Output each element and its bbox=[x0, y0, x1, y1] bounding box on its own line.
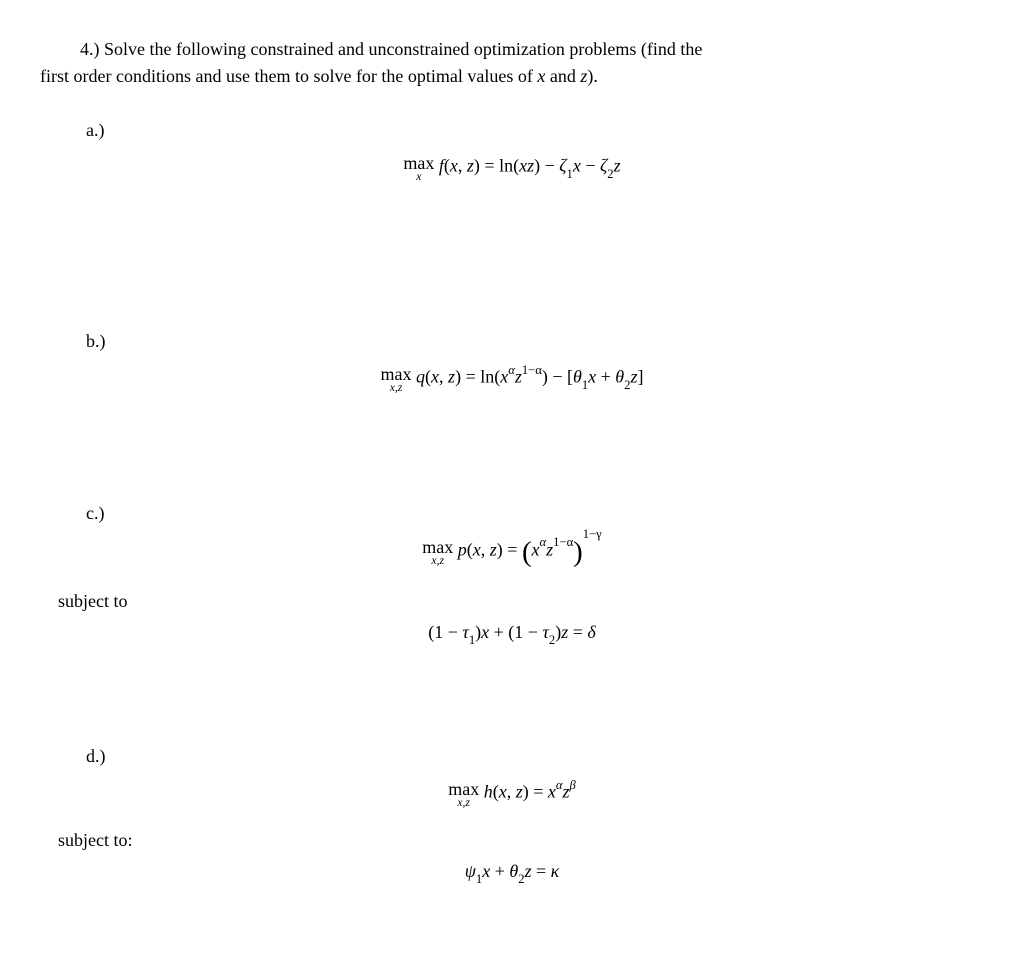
x-d: x bbox=[548, 782, 556, 802]
args-d: (x, z) bbox=[493, 782, 529, 802]
beta-d: β bbox=[570, 778, 576, 792]
part-a-label: a.) bbox=[86, 120, 984, 141]
x2-b: x bbox=[588, 367, 596, 387]
intro-text-1: Solve the following constrained and unco… bbox=[104, 39, 702, 59]
max-under: x bbox=[403, 172, 434, 181]
theta-d: θ bbox=[509, 861, 518, 881]
eq2-d: = bbox=[532, 861, 551, 881]
alpha-b: α bbox=[508, 363, 515, 377]
func-q: q bbox=[416, 367, 425, 387]
sub1-a: 1 bbox=[567, 167, 573, 181]
delta-c: δ bbox=[587, 622, 595, 642]
plus-c: + (1 − bbox=[489, 622, 542, 642]
max-under-d: x,z bbox=[448, 798, 479, 807]
theta1-b: θ bbox=[573, 367, 582, 387]
tau2-c: τ bbox=[542, 622, 548, 642]
x2-c: x bbox=[481, 622, 489, 642]
max-operator-b: max x,z bbox=[381, 364, 412, 392]
minus-a: − bbox=[581, 155, 600, 175]
eq2-c: = bbox=[568, 622, 587, 642]
sub2-d: 2 bbox=[518, 872, 524, 886]
close-b: ) − [ bbox=[542, 367, 573, 387]
eq-a: = ln( bbox=[480, 155, 519, 175]
tau1-c: τ bbox=[462, 622, 468, 642]
args-c: (x, z) bbox=[467, 539, 503, 559]
x-c: x bbox=[532, 539, 540, 559]
subject-to-d: subject to: bbox=[58, 830, 984, 851]
rparen-c: ) bbox=[573, 536, 583, 568]
close2-b: ] bbox=[637, 367, 643, 387]
sub1-b: 1 bbox=[582, 378, 588, 392]
psi-d: ψ bbox=[465, 861, 476, 881]
part-d: d.) max x,z h(x, z) = xαzβ subject to: ψ… bbox=[40, 746, 984, 885]
max-operator-d: max x,z bbox=[448, 779, 479, 807]
inner-a: xz bbox=[519, 155, 534, 175]
part-a: a.) max x f(x, z) = ln(xz) − ζ1x − ζ2z bbox=[40, 120, 984, 181]
alpha-d: α bbox=[556, 778, 563, 792]
max-under-b: x,z bbox=[381, 383, 412, 392]
sub2-c: 2 bbox=[549, 633, 555, 647]
part-b: b.) max x,z q(x, z) = ln(xαz1−α) − [θ1x … bbox=[40, 331, 984, 392]
lparen-c: ( bbox=[522, 536, 532, 568]
exp-b: 1−α bbox=[522, 363, 542, 377]
z-b: z bbox=[515, 367, 522, 387]
constraint-c: (1 − τ1)x + (1 − τ2)z = δ bbox=[40, 622, 984, 647]
pre-c: (1 − bbox=[428, 622, 462, 642]
equation-b: max x,z q(x, z) = ln(xαz1−α) − [θ1x + θ2… bbox=[40, 364, 984, 392]
equation-d: max x,z h(x, z) = xαzβ bbox=[40, 779, 984, 807]
args-a: (x, z) bbox=[444, 155, 480, 175]
sub2-a: 2 bbox=[607, 167, 613, 181]
max-under-c: x,z bbox=[422, 556, 453, 565]
part-c-label: c.) bbox=[86, 503, 984, 524]
part-b-label: b.) bbox=[86, 331, 984, 352]
z-d: z bbox=[563, 782, 570, 802]
args-b: (x, z) bbox=[425, 367, 461, 387]
func-p: p bbox=[458, 539, 467, 559]
constraint-d: ψ1x + θ2z = κ bbox=[40, 861, 984, 886]
intro-end: ). bbox=[587, 66, 598, 86]
theta2-b: θ bbox=[615, 367, 624, 387]
problem-number: 4.) bbox=[80, 39, 100, 59]
x2-d: x bbox=[482, 861, 490, 881]
eq-d: = bbox=[529, 782, 548, 802]
max-operator-c: max x,z bbox=[422, 537, 453, 565]
sub1-c: 1 bbox=[469, 633, 475, 647]
eq-c: = bbox=[503, 539, 522, 559]
plus-d: + bbox=[490, 861, 509, 881]
kappa-d: κ bbox=[551, 861, 560, 881]
plus-b: + bbox=[596, 367, 615, 387]
outer-exp-c: 1−γ bbox=[583, 527, 602, 541]
zeta1: ζ bbox=[559, 155, 566, 175]
max-operator: max x bbox=[403, 153, 434, 181]
x-a: x bbox=[573, 155, 581, 175]
eq-b: = ln( bbox=[461, 367, 500, 387]
exp-c: 1−α bbox=[553, 535, 573, 549]
equation-a: max x f(x, z) = ln(xz) − ζ1x − ζ2z bbox=[40, 153, 984, 181]
sub2-b: 2 bbox=[624, 378, 630, 392]
intro-text-2: first order conditions and use them to s… bbox=[40, 66, 537, 86]
close-a: ) − bbox=[534, 155, 559, 175]
intro-and: and bbox=[545, 66, 580, 86]
problem-intro: 4.) Solve the following constrained and … bbox=[40, 36, 984, 90]
part-d-label: d.) bbox=[86, 746, 984, 767]
z-a: z bbox=[614, 155, 621, 175]
func-h: h bbox=[484, 782, 493, 802]
z2-d: z bbox=[524, 861, 531, 881]
sub1-d: 1 bbox=[476, 872, 482, 886]
equation-c: max x,z p(x, z) = (xαz1−α)1−γ bbox=[40, 536, 984, 569]
alpha-c: α bbox=[540, 535, 547, 549]
subject-to-c: subject to bbox=[58, 591, 984, 612]
part-c: c.) max x,z p(x, z) = (xαz1−α)1−γ subjec… bbox=[40, 503, 984, 647]
